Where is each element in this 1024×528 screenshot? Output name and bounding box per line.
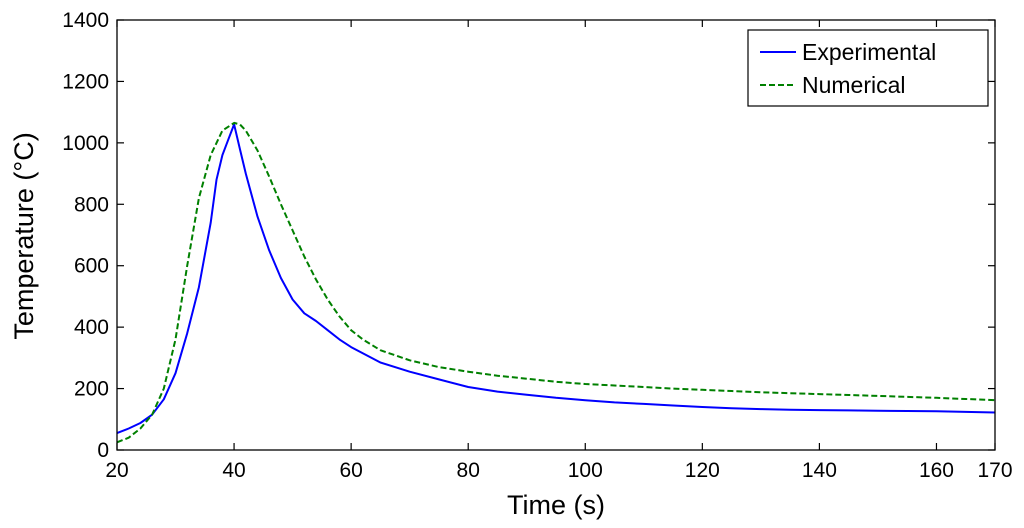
y-tick-label: 1200 xyxy=(62,70,109,93)
x-axis-title: Time (s) xyxy=(507,490,605,520)
x-tick-label: 40 xyxy=(222,459,245,482)
x-tick-label: 80 xyxy=(457,459,480,482)
plot-frame xyxy=(116,19,996,451)
series-line-numerical xyxy=(116,121,996,444)
x-tick-label: 160 xyxy=(919,459,954,482)
x-tick-label: 60 xyxy=(339,459,362,482)
x-tick-label: 20 xyxy=(105,459,128,482)
y-tick-label: 600 xyxy=(74,255,109,278)
x-tick-label: 170 xyxy=(977,459,1012,482)
y-tick-label: 400 xyxy=(74,316,109,339)
x-tick-label: 120 xyxy=(685,459,720,482)
y-tick-label: 800 xyxy=(74,193,109,216)
series-line-experimental xyxy=(116,123,996,435)
y-tick-label: 1400 xyxy=(62,9,109,32)
legend: Experimental Numerical xyxy=(747,29,989,107)
y-axis-title: Temperature (°C) xyxy=(9,132,39,339)
legend-box xyxy=(747,29,989,107)
x-tick-label: 140 xyxy=(802,459,837,482)
legend-label: Experimental xyxy=(802,39,936,65)
axes-group xyxy=(116,19,996,451)
y-tick-label: 1000 xyxy=(62,132,109,155)
legend-label: Numerical xyxy=(802,72,906,98)
x-tick-label: 100 xyxy=(568,459,603,482)
ticks-group: 20 40 60 80 100 120 140 160 170 0 200 400 600 800 1000… xyxy=(62,9,1012,482)
series-group xyxy=(116,121,996,444)
y-tick-label: 200 xyxy=(74,378,109,401)
y-tick-label: 0 xyxy=(97,439,109,462)
